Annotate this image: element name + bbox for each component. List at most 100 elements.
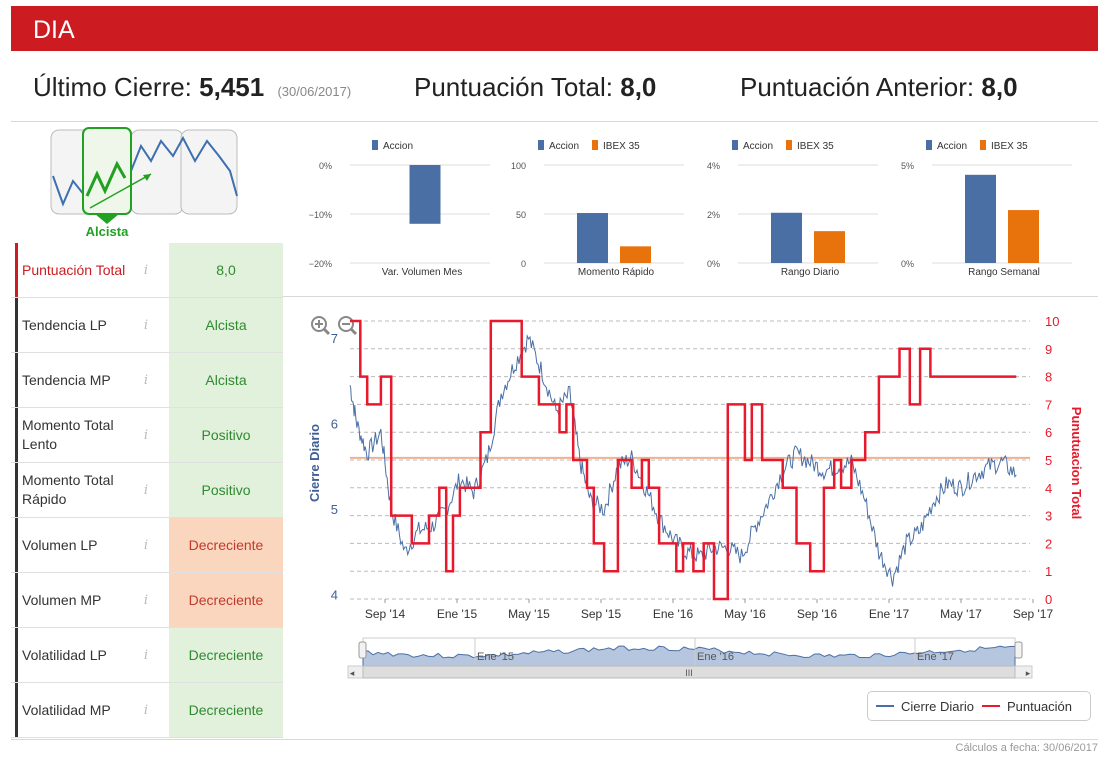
previous-score: Puntuación Anterior: 8,0: [740, 72, 1018, 103]
x-tick-label: May '15: [508, 607, 550, 621]
indicator-row: Tendencia LP i Alcista: [11, 298, 283, 353]
legend-swatch: [372, 140, 378, 150]
legend-label[interactable]: Accion: [383, 141, 413, 152]
indicator-value: 8,0: [169, 243, 283, 297]
info-icon[interactable]: i: [143, 317, 149, 333]
info-icon[interactable]: i: [143, 482, 149, 498]
bar-chart-momentum: Accion IBEX 35 100 50 0 Momento Rápido: [511, 140, 684, 278]
chart-title: Var. Volumen Mes: [382, 267, 462, 278]
y-tick-label: 4%: [707, 161, 720, 171]
navigator-scrollbar-thumb[interactable]: [362, 665, 1016, 679]
y-tick-label: 0%: [707, 259, 720, 269]
indicator-label: Puntuación Total: [15, 243, 145, 297]
indicator-value: Decreciente: [169, 683, 283, 737]
bar: [577, 213, 608, 263]
scrollbar-grip: III: [685, 668, 693, 678]
chart-legend: Cierre Diario Puntuación: [867, 691, 1091, 721]
divider: [11, 739, 1098, 740]
legend-label[interactable]: Accion: [743, 141, 773, 152]
left-tick-label: 4: [331, 588, 338, 603]
navigator-series: [362, 645, 1016, 667]
right-tick-label: 4: [1045, 481, 1052, 496]
info-icon[interactable]: i: [143, 647, 149, 663]
indicator-row: Puntuación Total i 8,0: [11, 243, 283, 298]
legend-swatch: [980, 140, 986, 150]
x-tick-label: Sep '14: [365, 607, 406, 621]
scroll-right-arrow-icon[interactable]: ▸: [1026, 668, 1031, 678]
scroll-left-arrow-icon[interactable]: ◂: [350, 668, 355, 678]
last-close-value: 5,451: [199, 72, 265, 102]
x-tick-label: Sep '16: [797, 607, 838, 621]
bar: [771, 212, 802, 263]
indicator-value: Positivo: [169, 408, 283, 462]
left-tick-label: 7: [331, 331, 338, 346]
y-tick-label: 5%: [901, 161, 914, 171]
chart-title: Rango Diario: [781, 267, 840, 278]
legend-item-score[interactable]: Puntuación: [981, 698, 1073, 714]
total-score-label: Puntuación Total:: [414, 72, 613, 102]
legend-label[interactable]: IBEX 35: [603, 141, 640, 152]
y-tick-label: 2%: [707, 210, 720, 220]
bar-chart-weekly-range: Accion IBEX 35 5% 0% Rango Semanal: [901, 140, 1072, 278]
legend-label[interactable]: Accion: [549, 141, 579, 152]
info-icon[interactable]: i: [143, 427, 149, 443]
navigator-label: Ene '17: [917, 651, 954, 663]
navigator-handle[interactable]: [358, 641, 367, 659]
info-icon[interactable]: i: [143, 537, 149, 553]
stock-title: DIA: [33, 16, 75, 44]
chart-navigator[interactable]: Ene '15 Ene '16 Ene '17 III ◂ ▸: [345, 630, 1035, 680]
last-close: Último Cierre: 5,451 (30/06/2017): [33, 72, 351, 103]
indicator-label: Volumen LP: [15, 518, 145, 572]
info-icon[interactable]: i: [143, 702, 149, 718]
divider: [283, 296, 1098, 297]
legend-item-price[interactable]: Cierre Diario: [876, 699, 974, 714]
legend-score-label: Puntuación: [1006, 698, 1073, 714]
info-icon[interactable]: i: [143, 372, 149, 388]
legend-swatch: [538, 140, 544, 150]
bar-chart-daily-range: Accion IBEX 35 4% 2% 0% Rango Diario: [707, 140, 878, 278]
legend-price-label: Cierre Diario: [901, 698, 974, 714]
calculation-date: Cálculos a fecha: 30/06/2017: [955, 742, 1099, 754]
legend-price-swatch: [876, 705, 894, 707]
indicator-row: Volatilidad LP i Decreciente: [11, 628, 283, 683]
legend-label[interactable]: Accion: [937, 141, 967, 152]
total-score: Puntuación Total: 8,0: [414, 72, 656, 103]
indicator-label: Tendencia MP: [15, 353, 145, 407]
bar: [1008, 210, 1039, 263]
chart-title: Rango Semanal: [968, 267, 1040, 278]
right-tick-label: 0: [1045, 592, 1052, 607]
header-bar: DIA: [11, 6, 1098, 51]
indicator-row: Momento Total Lento i Positivo: [11, 408, 283, 463]
zoom-in-button[interactable]: [311, 316, 331, 336]
bar-chart-volume: Accion 0% −10% −20% Var. Volumen Mes: [309, 140, 490, 278]
indicator-value: Decreciente: [169, 518, 283, 572]
legend-swatch: [732, 140, 738, 150]
legend-swatch: [592, 140, 598, 150]
indicator-label: Volatilidad MP: [15, 683, 145, 737]
right-tick-label: 10: [1045, 314, 1059, 329]
left-axis-title: Cierre Diario: [307, 424, 322, 502]
zoom-out-button[interactable]: [338, 316, 358, 336]
chart-title: Momento Rápido: [578, 267, 655, 278]
bar: [620, 246, 651, 263]
indicator-value: Alcista: [169, 298, 283, 352]
legend-label[interactable]: IBEX 35: [797, 141, 834, 152]
x-tick-label: Sep '17: [1013, 607, 1054, 621]
right-axis-title: Punutuacion Total: [1069, 407, 1084, 519]
indicator-row: Volumen LP i Decreciente: [11, 518, 283, 573]
y-tick-label: 0: [521, 259, 526, 269]
indicator-label: Momento Total Lento: [15, 408, 145, 462]
legend-label[interactable]: IBEX 35: [991, 141, 1028, 152]
info-icon[interactable]: i: [143, 592, 149, 608]
indicator-label: Volatilidad LP: [15, 628, 145, 682]
right-tick-label: 1: [1045, 564, 1052, 579]
legend-swatch: [786, 140, 792, 150]
x-tick-label: Sep '15: [581, 607, 622, 621]
legend-score-swatch: [981, 705, 1000, 707]
navigator-label: Ene '15: [477, 651, 514, 663]
x-tick-label: Ene '16: [653, 607, 694, 621]
indicator-value: Decreciente: [169, 573, 283, 627]
indicator-row: Volumen MP i Decreciente: [11, 573, 283, 628]
info-icon[interactable]: i: [143, 262, 149, 278]
navigator-handle[interactable]: [1014, 641, 1023, 659]
